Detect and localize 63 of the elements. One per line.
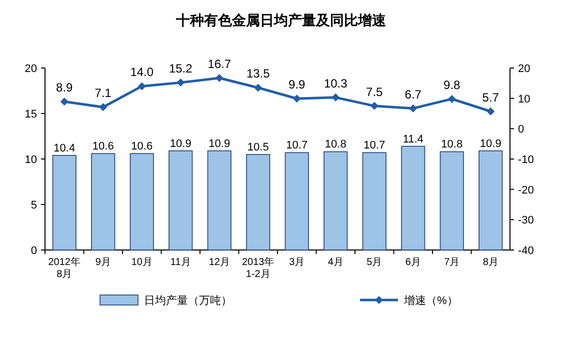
point <box>332 93 340 102</box>
data-label: 9.8 <box>444 78 461 92</box>
x-tick-label: 7月 <box>444 257 460 268</box>
data-label: 7.5 <box>366 84 384 99</box>
data-label: 10.9 <box>170 138 192 150</box>
x-tick-label: 9月 <box>95 257 111 268</box>
data-label: 10.3 <box>324 76 348 90</box>
point <box>138 82 146 90</box>
point <box>176 78 185 87</box>
y-tick-label: 5 <box>30 200 37 212</box>
point <box>215 74 224 82</box>
data-label: 10.6 <box>92 140 114 153</box>
data-label: 15.2 <box>168 62 193 76</box>
point <box>448 94 456 103</box>
data-label: 10.7 <box>286 140 308 152</box>
data-label: 5.7 <box>482 90 500 104</box>
y-tick-label: 0 <box>30 245 37 257</box>
data-label: 6.7 <box>404 87 422 102</box>
x-tick-label: 10月 <box>131 257 152 268</box>
data-label: 10.7 <box>364 140 386 152</box>
data-label: 10.8 <box>441 138 463 151</box>
y2-tick-label: -20 <box>518 184 534 196</box>
point <box>409 104 418 112</box>
x-tick-label: 3月 <box>289 257 305 268</box>
x-tick-label: 6月 <box>405 257 421 268</box>
x-tick-label: 8月 <box>482 257 498 268</box>
y2-tick-label: 20 <box>518 63 530 75</box>
data-label: 10.9 <box>208 138 230 150</box>
data-label: 16.7 <box>208 57 232 72</box>
data-label: 10.4 <box>54 142 76 154</box>
data-label: 10.6 <box>131 140 153 153</box>
x-tick-label: 2013年 1-2月 <box>242 256 274 280</box>
legend-label: 增速（%） <box>403 294 458 307</box>
data-label: 10.9 <box>480 138 502 150</box>
point <box>99 103 108 112</box>
data-label: 10.8 <box>324 138 346 151</box>
x-tick-label: 5月 <box>366 257 382 268</box>
y-tick-label: 20 <box>24 63 37 75</box>
data-label: 14.0 <box>130 65 154 80</box>
y2-tick-label: 10 <box>518 93 530 106</box>
data-label: 9.9 <box>288 78 306 92</box>
y2-tick-label: -30 <box>518 214 534 227</box>
x-tick-label: 12月 <box>208 257 230 268</box>
x-tick-label: 11月 <box>170 257 191 268</box>
y2-tick-label: -40 <box>518 245 534 257</box>
data-label: 13.5 <box>246 66 270 81</box>
chart-title: 十种有色金属日均产量及同比增速 <box>175 12 387 28</box>
point <box>370 102 378 110</box>
point <box>60 98 68 106</box>
point <box>486 107 495 116</box>
y-tick-label: 10 <box>24 154 37 166</box>
x-tick-label: 2012年 8月 <box>48 256 80 280</box>
x-tick-label: 4月 <box>328 257 344 268</box>
y-tick-label: 15 <box>24 108 37 120</box>
data-label: 10.5 <box>247 141 269 154</box>
y2-tick-label: -10 <box>518 154 534 166</box>
point <box>292 94 301 103</box>
data-label: 8.9 <box>56 80 74 95</box>
data-label: 7.1 <box>94 86 112 100</box>
data-label: 11.4 <box>402 133 424 146</box>
legend-label: 日均产量（万吨） <box>144 294 232 307</box>
point <box>254 84 262 92</box>
y2-tick-label: 0 <box>518 124 524 136</box>
